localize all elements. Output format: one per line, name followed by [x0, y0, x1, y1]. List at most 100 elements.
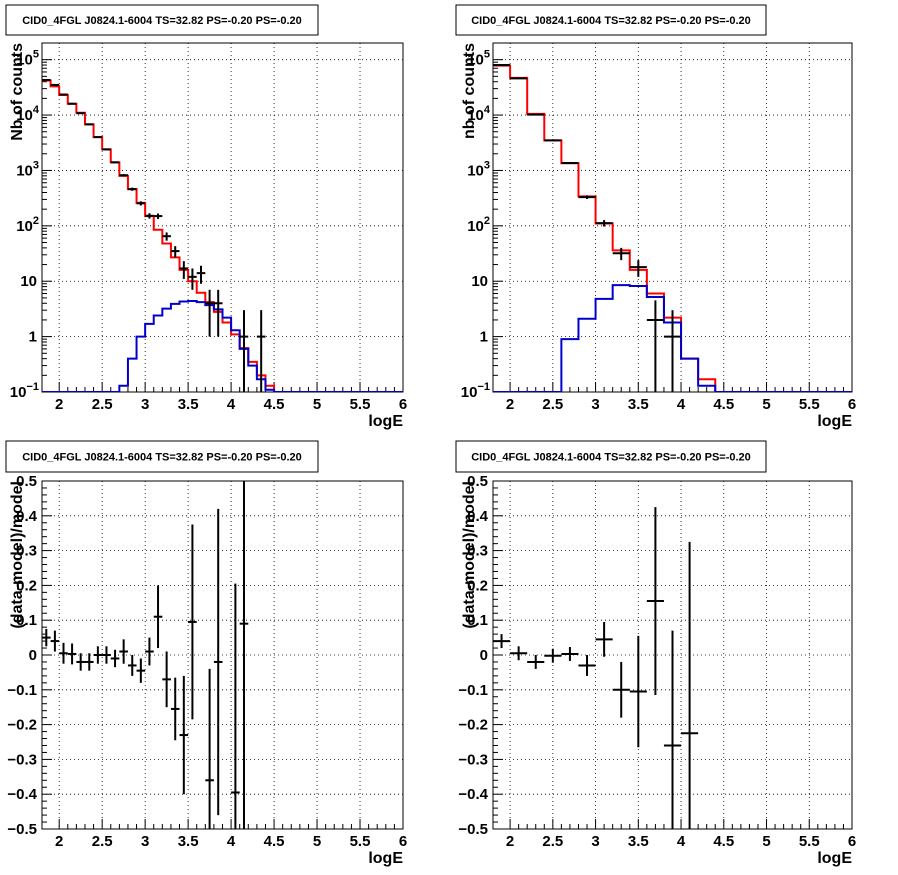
data-point [213, 289, 223, 337]
y-tick-label: 102 [16, 215, 39, 235]
source-model-histogram [42, 299, 403, 392]
y-axis-title: Nb of counts [9, 43, 26, 141]
y-tick-label: 0.4 [467, 508, 489, 525]
y-tick-label: −0.4 [458, 786, 488, 803]
data-point [205, 668, 214, 829]
x-tick-label: 2 [506, 396, 514, 413]
x-tick-label: 6 [848, 396, 856, 413]
y-tick-label: 105 [16, 49, 39, 69]
data-point [196, 265, 206, 284]
data-point [110, 161, 120, 164]
source-model-histogram [493, 284, 852, 392]
data-point [239, 481, 249, 829]
y-tick-label: 103 [467, 159, 490, 179]
plot-area [493, 64, 852, 392]
x-tick-label: 6 [399, 833, 407, 850]
data-point [136, 201, 146, 206]
y-tick-label: 0.2 [16, 577, 37, 594]
y-tick-label: 105 [467, 49, 490, 69]
y-tick-label: 0 [29, 647, 37, 664]
data-point [84, 653, 94, 671]
data-point [67, 643, 77, 665]
data-point [561, 646, 579, 661]
x-tick-label: 3 [591, 833, 599, 850]
data-point [170, 677, 180, 741]
data-point [578, 195, 596, 200]
data-point [527, 655, 545, 669]
chart-title-box: CID0_4FGL J0824.1-6004 TS=32.82 PS=-0.20… [5, 440, 319, 473]
y-tick-label: −0.1 [458, 682, 488, 699]
y-tick-label: 0.3 [467, 543, 488, 560]
data-point [179, 675, 189, 795]
x-tick-label: 5 [762, 396, 770, 413]
data-point [76, 112, 85, 115]
data-point [93, 646, 103, 664]
data-point [42, 628, 51, 647]
data-point [188, 268, 197, 290]
y-tick-label: 0.5 [467, 473, 488, 490]
data-point [127, 655, 137, 676]
data-point [110, 649, 120, 668]
plot-area [42, 481, 249, 829]
x-tick-label: 3.5 [178, 833, 199, 850]
data-point [179, 261, 189, 279]
data-point [102, 646, 111, 664]
grid-lines [42, 481, 404, 829]
data-point [153, 585, 163, 649]
y-tick-label: 0 [480, 647, 488, 664]
y-tick-label: 1 [29, 329, 37, 346]
data-point [205, 289, 214, 337]
x-tick-label: 5 [762, 833, 770, 850]
data-point [50, 630, 60, 652]
y-tick-label: 0.5 [16, 473, 37, 490]
chart-panel-3: CID0_4FGL J0824.1-6004 TS=32.82 PS=-0.20… [5, 440, 407, 867]
axis-ticks [42, 42, 404, 393]
data-point [612, 247, 630, 261]
x-tick-label: 4 [677, 396, 686, 413]
x-tick-label: 3.5 [628, 833, 649, 850]
data-point [145, 213, 154, 219]
x-tick-label: 3.5 [178, 396, 199, 413]
data-point [595, 220, 613, 227]
data-point [127, 187, 137, 191]
y-tick-label: −0.3 [7, 751, 37, 768]
y-tick-label: 10 [471, 273, 488, 290]
data-point [256, 310, 266, 392]
data-point [119, 174, 128, 177]
data-point [629, 260, 647, 277]
x-axis-title: logE [368, 413, 403, 430]
x-axis-title: logE [817, 850, 852, 867]
data-point [681, 541, 699, 829]
data-point [544, 139, 562, 142]
data-point [544, 648, 562, 663]
y-tick-label: 0.1 [467, 612, 488, 629]
x-tick-label: 5 [313, 396, 321, 413]
axis-ticks [493, 480, 853, 830]
x-axis-title: logE [368, 850, 403, 867]
plot-area [493, 507, 699, 829]
data-point [59, 642, 68, 664]
y-tick-label: −0.5 [7, 821, 37, 838]
chart-panel-1: CID0_4FGL J0824.1-6004 TS=32.82 PS=-0.20… [5, 4, 407, 430]
data-point [84, 123, 94, 126]
y-tick-label: −0.3 [458, 751, 488, 768]
data-point [59, 93, 68, 96]
data-point [595, 621, 613, 657]
x-tick-label: 4 [227, 396, 236, 413]
x-tick-label: 2.5 [542, 396, 563, 413]
x-tick-label: 4.5 [264, 833, 285, 850]
data-point [162, 651, 171, 708]
x-tick-label: 3.5 [628, 396, 649, 413]
chart-title: CID0_4FGL J0824.1-6004 TS=32.82 PS=-0.20… [22, 15, 302, 27]
y-axis-title: (data-model)/model [9, 481, 26, 629]
chart-panel-2: CID0_4FGL J0824.1-6004 TS=32.82 PS=-0.20… [455, 4, 856, 430]
data-point [102, 148, 111, 151]
y-tick-label: 103 [16, 159, 39, 179]
axis-ticks [493, 42, 853, 393]
data-points [493, 507, 699, 829]
total-model-histogram [493, 64, 852, 392]
axis-ticks [42, 480, 404, 830]
data-point [213, 508, 223, 816]
x-tick-label: 2 [55, 396, 63, 413]
